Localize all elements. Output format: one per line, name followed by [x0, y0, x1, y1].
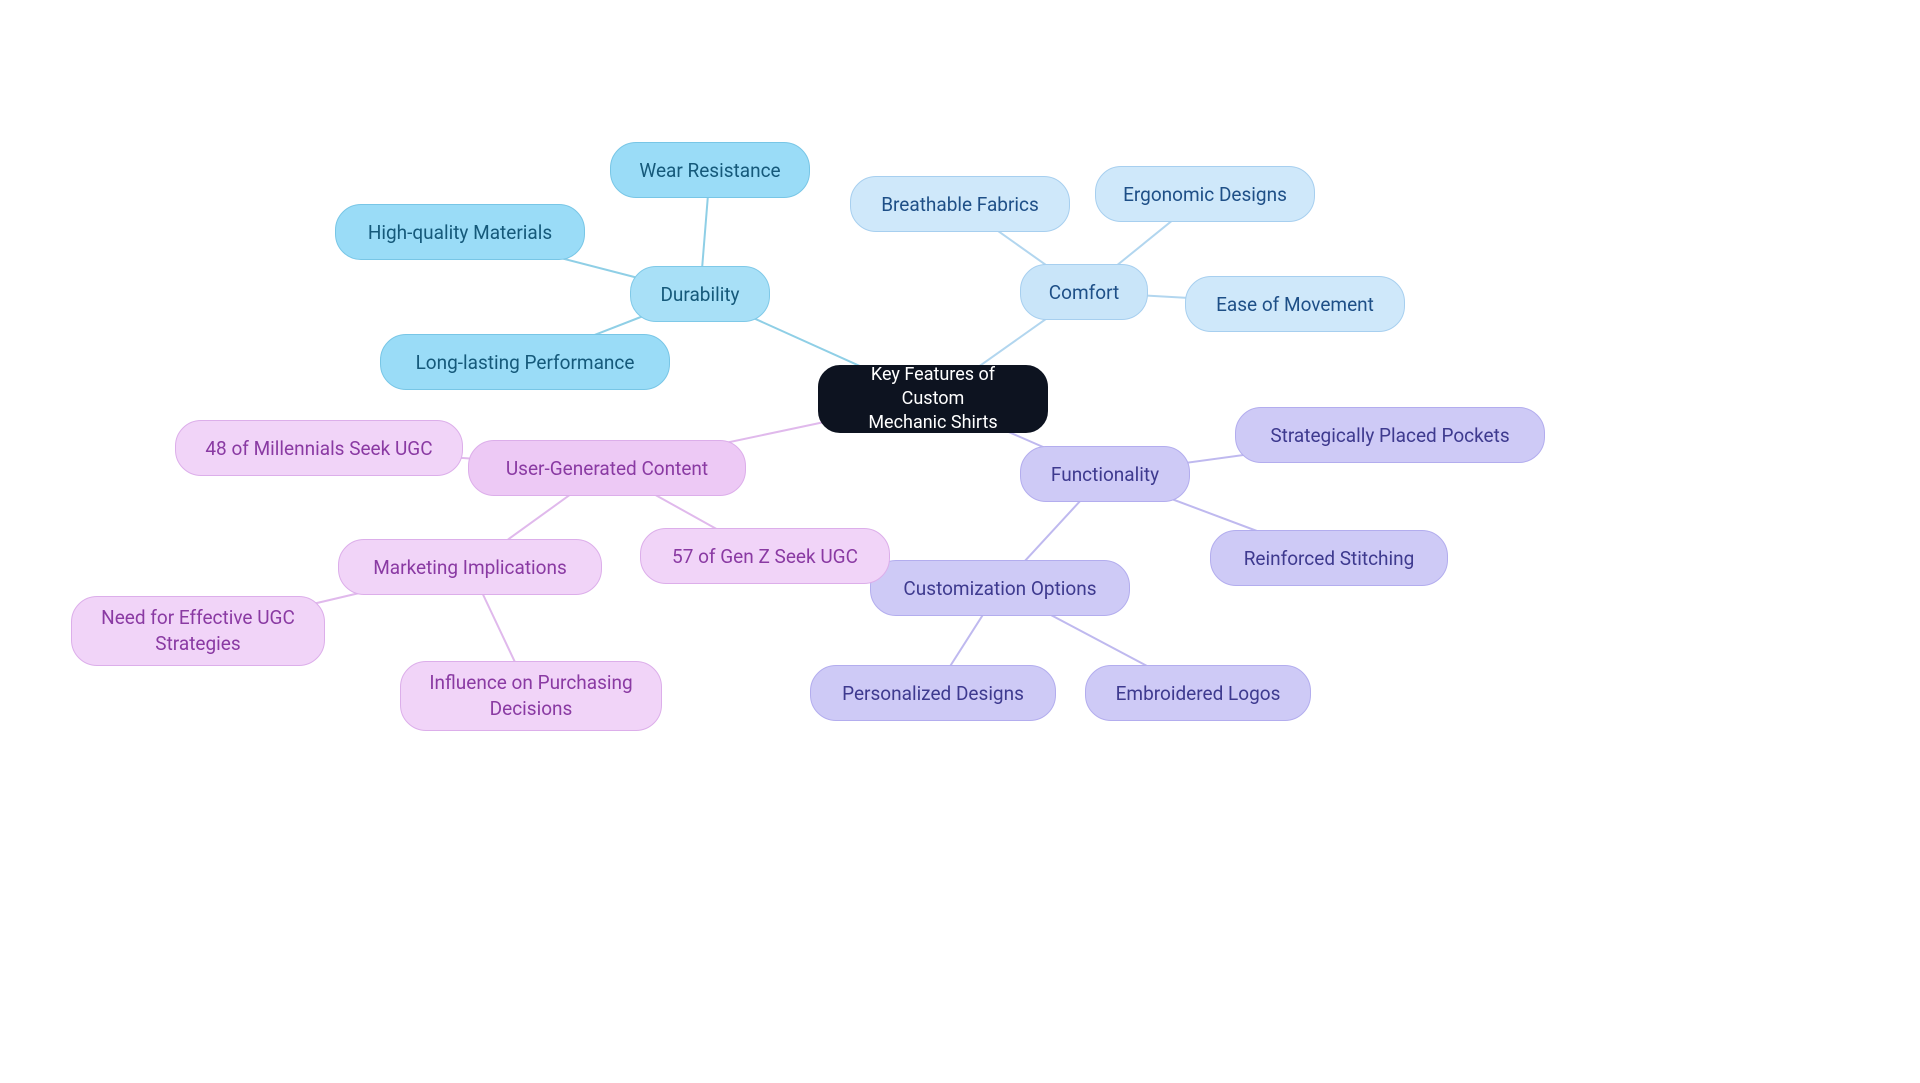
node-influence: Influence on Purchasing Decisions — [400, 661, 662, 731]
node-label: 48 of Millennials Seek UGC — [205, 437, 432, 460]
node-label: Personalized Designs — [842, 682, 1024, 705]
node-durability: Durability — [630, 266, 770, 322]
node-ugc: User-Generated Content — [468, 440, 746, 496]
node-label: Embroidered Logos — [1116, 682, 1281, 705]
node-label: Key Features of Custom Mechanic Shirts — [847, 363, 1019, 436]
node-label: Need for Effective UGC Strategies — [101, 605, 295, 656]
node-label: Functionality — [1051, 463, 1159, 486]
node-ease-movement: Ease of Movement — [1185, 276, 1405, 332]
node-customization: Customization Options — [870, 560, 1130, 616]
node-ugc-strategies: Need for Effective UGC Strategies — [71, 596, 325, 666]
node-label: High-quality Materials — [368, 221, 552, 244]
node-stitching: Reinforced Stitching — [1210, 530, 1448, 586]
node-center: Key Features of Custom Mechanic Shirts — [818, 365, 1048, 433]
node-label: Durability — [660, 283, 739, 306]
node-pockets: Strategically Placed Pockets — [1235, 407, 1545, 463]
node-label: Customization Options — [903, 577, 1096, 600]
node-label: Comfort — [1049, 281, 1119, 304]
node-long-lasting: Long-lasting Performance — [380, 334, 670, 390]
node-marketing: Marketing Implications — [338, 539, 602, 595]
node-personalized: Personalized Designs — [810, 665, 1056, 721]
node-label: 57 of Gen Z Seek UGC — [672, 545, 858, 568]
node-logos: Embroidered Logos — [1085, 665, 1311, 721]
node-genz: 57 of Gen Z Seek UGC — [640, 528, 890, 584]
edges-layer — [0, 0, 1920, 1083]
node-label: Wear Resistance — [639, 159, 780, 182]
node-label: Ergonomic Designs — [1123, 183, 1287, 206]
node-functionality: Functionality — [1020, 446, 1190, 502]
node-label: Breathable Fabrics — [881, 193, 1039, 216]
node-label: Marketing Implications — [373, 556, 567, 579]
node-label: Influence on Purchasing Decisions — [429, 670, 632, 721]
node-label: User-Generated Content — [506, 457, 708, 480]
node-ergonomic: Ergonomic Designs — [1095, 166, 1315, 222]
node-wear-resistance: Wear Resistance — [610, 142, 810, 198]
node-hq-materials: High-quality Materials — [335, 204, 585, 260]
node-millennials: 48 of Millennials Seek UGC — [175, 420, 463, 476]
node-comfort: Comfort — [1020, 264, 1148, 320]
node-label: Strategically Placed Pockets — [1270, 424, 1509, 447]
node-label: Long-lasting Performance — [416, 351, 635, 374]
node-breathable: Breathable Fabrics — [850, 176, 1070, 232]
node-label: Ease of Movement — [1216, 293, 1374, 316]
node-label: Reinforced Stitching — [1244, 547, 1415, 570]
